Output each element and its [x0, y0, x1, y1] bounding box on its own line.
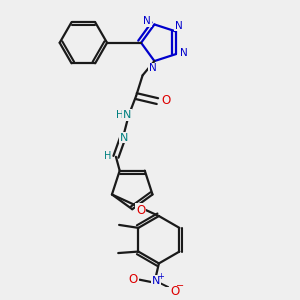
Text: N: N: [180, 48, 188, 58]
Text: O: O: [170, 285, 179, 298]
Text: H: H: [116, 110, 124, 120]
Text: N: N: [120, 133, 128, 142]
Text: −: −: [176, 281, 184, 291]
Text: N: N: [152, 276, 160, 286]
Text: N: N: [123, 110, 131, 120]
Text: N: N: [175, 20, 183, 31]
Text: +: +: [158, 272, 164, 281]
Text: O: O: [136, 204, 145, 217]
Text: H: H: [104, 151, 111, 161]
Text: O: O: [161, 94, 170, 107]
Text: O: O: [128, 273, 138, 286]
Text: N: N: [143, 16, 151, 26]
Text: N: N: [149, 64, 157, 74]
